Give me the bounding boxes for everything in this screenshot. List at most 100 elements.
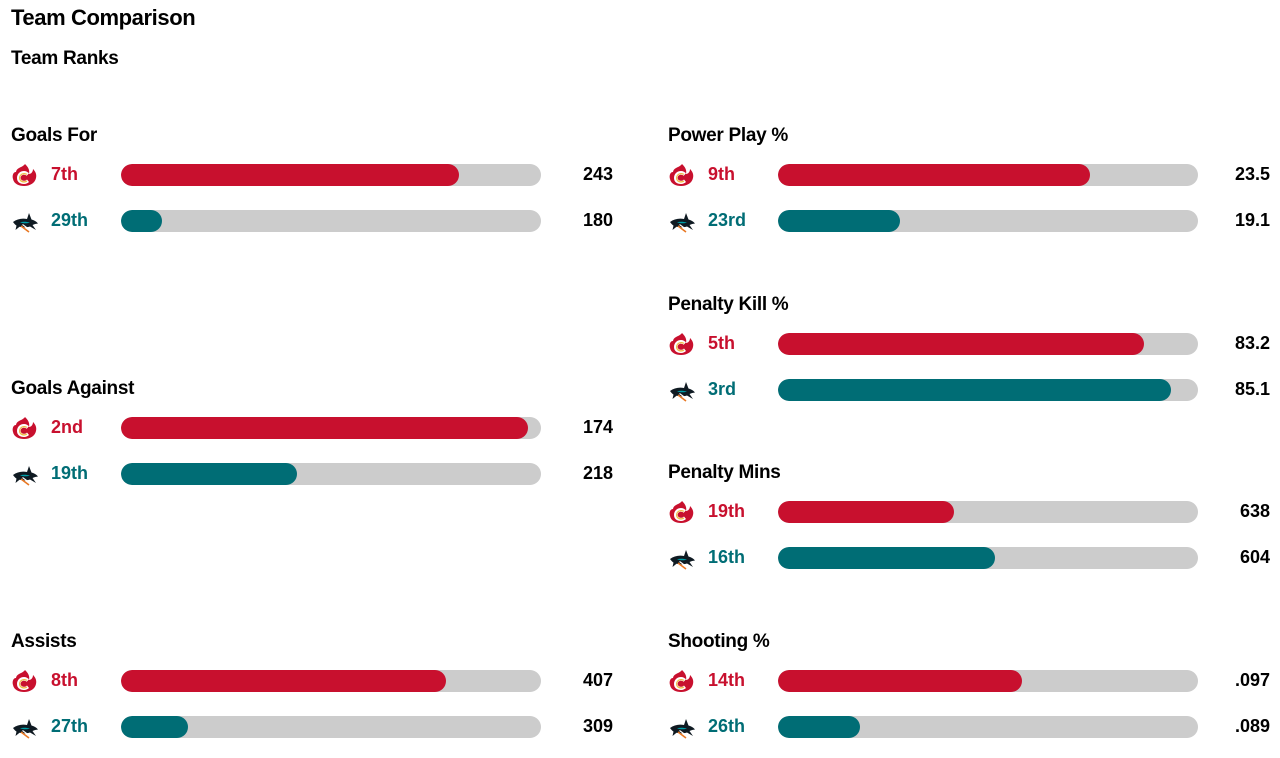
team-row-flames: 8th 407 <box>11 668 613 694</box>
bar-track <box>778 670 1198 692</box>
rank-label: 27th <box>51 716 89 736</box>
stat-value: .097 <box>1234 670 1270 690</box>
team-row-sharks: 16th 604 <box>668 545 1270 571</box>
san-jose-sharks-logo-icon <box>11 715 39 739</box>
section-subtitle: Team Ranks <box>11 48 119 69</box>
san-jose-sharks-logo-icon <box>11 209 39 233</box>
stat-value: 638 <box>1239 501 1270 521</box>
bar-track <box>778 379 1198 401</box>
bar-fill <box>121 164 460 186</box>
rank-label: 9th <box>708 164 735 184</box>
stat-label: Penalty Mins <box>668 462 781 483</box>
stat-block: Shooting % 14th .097 26th .089 <box>668 631 1270 755</box>
bar-track <box>778 501 1198 523</box>
bar-fill <box>121 716 189 738</box>
bar-fill <box>121 670 447 692</box>
bar-track <box>121 210 541 232</box>
stat-value: 604 <box>1239 547 1270 567</box>
stat-block: Penalty Kill % 5th 83.2 3rd 85.1 <box>668 294 1270 418</box>
calgary-flames-logo-icon <box>11 163 39 187</box>
rank-label: 7th <box>51 164 78 184</box>
stat-label: Shooting % <box>668 631 770 652</box>
bar-fill <box>121 210 163 232</box>
bar-fill <box>778 547 996 569</box>
stat-value: 83.2 <box>1234 333 1270 353</box>
calgary-flames-logo-icon <box>11 669 39 693</box>
stat-value: 19.1 <box>1234 210 1270 230</box>
team-row-sharks: 26th .089 <box>668 714 1270 740</box>
stat-value: 23.5 <box>1234 164 1270 184</box>
bar-fill <box>778 379 1172 401</box>
rank-label: 16th <box>708 547 746 567</box>
san-jose-sharks-logo-icon <box>668 209 696 233</box>
stat-value: 85.1 <box>1234 379 1270 399</box>
team-row-sharks: 23rd 19.1 <box>668 208 1270 234</box>
team-row-sharks: 19th 218 <box>11 461 613 487</box>
stat-value: 218 <box>582 463 613 483</box>
team-row-flames: 5th 83.2 <box>668 331 1270 357</box>
rank-label: 3rd <box>708 379 737 399</box>
bar-track <box>121 463 541 485</box>
stat-value: .089 <box>1234 716 1270 736</box>
page-title: Team Comparison <box>11 5 196 30</box>
team-row-flames: 2nd 174 <box>11 415 613 441</box>
san-jose-sharks-logo-icon <box>668 715 696 739</box>
bar-fill <box>778 333 1144 355</box>
san-jose-sharks-logo-icon <box>668 378 696 402</box>
bar-fill <box>778 670 1023 692</box>
rank-label: 29th <box>51 210 89 230</box>
rank-label: 8th <box>51 670 78 690</box>
bar-track <box>121 164 541 186</box>
rank-label: 14th <box>708 670 746 690</box>
team-row-flames: 7th 243 <box>11 162 613 188</box>
stat-value: 407 <box>582 670 613 690</box>
stat-label: Assists <box>11 631 77 652</box>
bar-track <box>778 547 1198 569</box>
team-row-sharks: 29th 180 <box>11 208 613 234</box>
stat-value: 309 <box>582 716 613 736</box>
stat-label: Power Play % <box>668 125 788 146</box>
san-jose-sharks-logo-icon <box>668 546 696 570</box>
stat-label: Goals For <box>11 125 97 146</box>
san-jose-sharks-logo-icon <box>11 462 39 486</box>
bar-fill <box>778 210 900 232</box>
stat-block: Penalty Mins 19th 638 16th 604 <box>668 462 1270 586</box>
calgary-flames-logo-icon <box>668 500 696 524</box>
bar-track <box>778 716 1198 738</box>
rank-label: 19th <box>708 501 746 521</box>
bar-fill <box>778 716 860 738</box>
calgary-flames-logo-icon <box>668 332 696 356</box>
stat-block: Assists 8th 407 27th 309 <box>11 631 613 755</box>
bar-track <box>778 164 1198 186</box>
rank-label: 19th <box>51 463 89 483</box>
bar-track <box>121 716 541 738</box>
stat-label: Goals Against <box>11 378 135 399</box>
bar-track <box>778 333 1198 355</box>
team-row-sharks: 27th 309 <box>11 714 613 740</box>
stat-value: 180 <box>582 210 613 230</box>
bar-fill <box>778 501 954 523</box>
calgary-flames-logo-icon <box>11 416 39 440</box>
stat-label: Penalty Kill % <box>668 294 789 315</box>
team-row-flames: 9th 23.5 <box>668 162 1270 188</box>
stat-block: Goals For 7th 243 29th 180 <box>11 125 613 249</box>
rank-label: 2nd <box>51 417 84 437</box>
team-row-flames: 14th .097 <box>668 668 1270 694</box>
bar-fill <box>778 164 1091 186</box>
stat-block: Goals Against 2nd 174 19th 218 <box>11 378 613 502</box>
bar-track <box>121 670 541 692</box>
bar-track <box>121 417 541 439</box>
bar-fill <box>121 417 528 439</box>
stat-block: Power Play % 9th 23.5 23rd 19.1 <box>668 125 1270 249</box>
calgary-flames-logo-icon <box>668 163 696 187</box>
rank-label: 23rd <box>708 210 747 230</box>
team-row-sharks: 3rd 85.1 <box>668 377 1270 403</box>
rank-label: 26th <box>708 716 746 736</box>
bar-fill <box>121 463 297 485</box>
team-row-flames: 19th 638 <box>668 499 1270 525</box>
stat-value: 174 <box>582 417 613 437</box>
bar-track <box>778 210 1198 232</box>
stat-value: 243 <box>582 164 613 184</box>
calgary-flames-logo-icon <box>668 669 696 693</box>
rank-label: 5th <box>708 333 735 353</box>
